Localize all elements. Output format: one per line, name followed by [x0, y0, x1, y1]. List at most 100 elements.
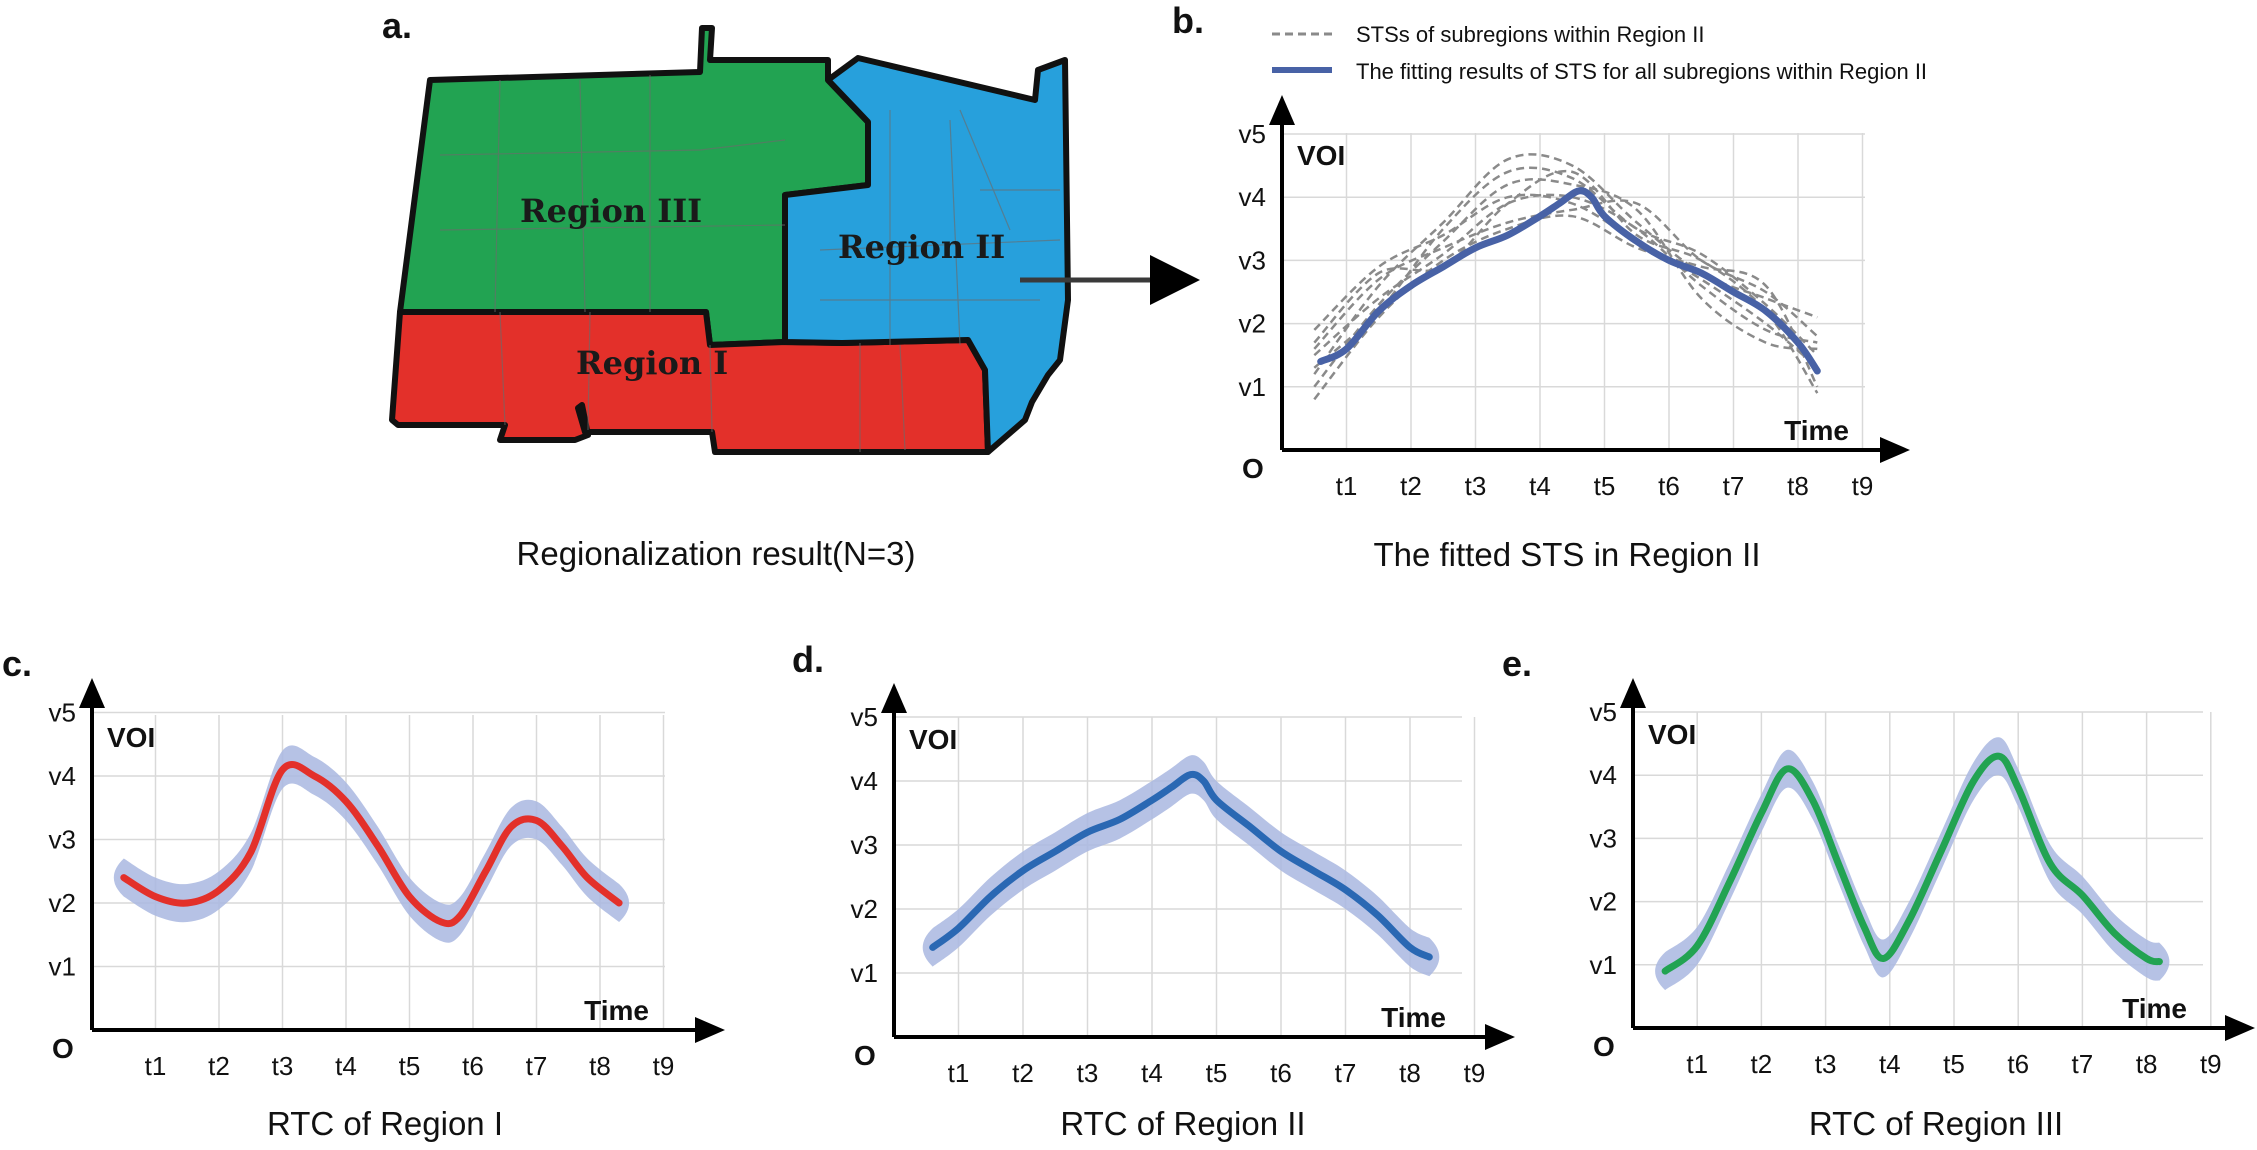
panel-e: e. t1 t2 t3 t4 t5 t6 t7 t8 t9v1v2v3v4v5OVOITime … — [1502, 643, 2255, 1142]
region-ii-label: Region II — [838, 228, 1005, 266]
panel-a-caption: Regionalization result(N=3) — [517, 535, 916, 572]
grid — [1633, 711, 2212, 1028]
subregion-sts-line — [1313, 193, 1819, 369]
y-axis-title: VOI — [107, 722, 155, 753]
legend: STSs of subregions within Region II The … — [1272, 22, 1927, 84]
x-axis-arrowhead — [1880, 437, 1910, 463]
y-axis-title: VOI — [909, 724, 957, 755]
x-tick-label: t2 — [1751, 1049, 1773, 1079]
x-tick-label: t3 — [1077, 1058, 1099, 1088]
panel-c-label: c. — [2, 643, 32, 684]
x-tick-label: t4 — [1879, 1049, 1901, 1079]
uncertainty-band — [1655, 737, 2170, 991]
x-tick-label: t9 — [1852, 471, 1874, 501]
plot-d: t1 t2 t3 t4 t5 t6 t7 t8 t9 v1 v2 v3 v4 v5 O VOI Time — [851, 683, 1515, 1088]
x-tick-label: t8 — [2136, 1049, 2158, 1079]
subregion-sts-line — [1313, 214, 1819, 401]
x-tick-label: t3 — [1465, 471, 1487, 501]
y-axis-arrowhead — [79, 678, 105, 708]
panel-d: d. t1 t2 t3 t4 t5 t6 t7 t8 t9v1v2v3v4v5OVOITime … — [792, 639, 1515, 1142]
y-tick-label: v5 — [1590, 697, 1617, 727]
subregion-sts-line — [1313, 178, 1818, 388]
panel-c-caption: RTC of Region I — [267, 1105, 503, 1142]
panel-d-label: d. — [792, 639, 824, 680]
plot-b: t1 t2 t3 t4 t5 t6 t7 t8 t9 v1 v2 v3 v4 v5 O VOI Time — [1239, 95, 1910, 501]
x-tick-label: t2 — [1012, 1058, 1034, 1088]
x-axis-title: Time — [2122, 993, 2187, 1024]
y-tick-label: v2 — [851, 894, 878, 924]
x-tick-label: t4 — [1141, 1058, 1163, 1088]
x-tick-label: t5 — [1943, 1049, 1965, 1079]
x-tick-label: t3 — [272, 1051, 294, 1081]
x-tick-label: t1 — [948, 1058, 970, 1088]
x-tick-label: t9 — [1464, 1058, 1486, 1088]
legend-dashed-text: STSs of subregions within Region II — [1356, 22, 1705, 47]
y-axis-title: VOI — [1297, 140, 1345, 171]
x-axis-title: Time — [1381, 1002, 1446, 1033]
uncertainty-band — [113, 745, 630, 943]
x-tick-label: t7 — [1723, 471, 1745, 501]
y-tick-label: v3 — [1239, 245, 1266, 275]
y-tick-label: v2 — [49, 888, 76, 918]
y-tick-label: v3 — [1590, 823, 1617, 853]
x-tick-label: t1 — [145, 1051, 167, 1081]
x-tick-label: t5 — [1206, 1058, 1228, 1088]
panel-b-label: b. — [1172, 0, 1204, 41]
origin-label: O — [854, 1040, 876, 1071]
x-tick-label: t5 — [1594, 471, 1616, 501]
x-tick-label: t6 — [1270, 1058, 1292, 1088]
grid — [894, 716, 1476, 1037]
region-i-label: Region I — [576, 344, 728, 382]
panel-d-caption: RTC of Region II — [1060, 1105, 1305, 1142]
y-tick-label: v5 — [1239, 119, 1266, 149]
x-axis-arrowhead — [2225, 1015, 2255, 1041]
panel-e-label: e. — [1502, 643, 1532, 684]
y-tick-label: v4 — [1239, 182, 1266, 212]
origin-label: O — [1593, 1031, 1615, 1062]
x-tick-label: t7 — [526, 1051, 548, 1081]
subregion-sts-line — [1313, 199, 1819, 350]
region-iii-label: Region III — [520, 192, 702, 230]
x-tick-label: t7 — [2072, 1049, 2094, 1079]
rtc-line — [120, 761, 623, 928]
grid — [1282, 133, 1865, 450]
origin-label: O — [52, 1033, 74, 1064]
x-tick-label: t8 — [1399, 1058, 1421, 1088]
x-tick-label: t5 — [399, 1051, 421, 1081]
panel-a: a. Region III Region II Region I Regiona… — [382, 5, 1200, 572]
y-tick-label: v3 — [49, 825, 76, 855]
plot-e: t1 t2 t3 t4 t5 t6 t7 t8 t9 v1 v2 v3 v4 v5 O VOI Time — [1590, 678, 2255, 1079]
x-tick-label: t8 — [589, 1051, 611, 1081]
subregion-sts-line — [1313, 169, 1819, 394]
y-tick-label: v1 — [851, 958, 878, 988]
y-tick-label: v4 — [49, 761, 76, 791]
y-axis-title: VOI — [1648, 719, 1696, 750]
x-tick-label: t2 — [208, 1051, 230, 1081]
x-tick-label: t6 — [462, 1051, 484, 1081]
subregion-sts-line — [1313, 153, 1818, 375]
y-tick-label: v2 — [1590, 887, 1617, 917]
x-tick-label: t9 — [653, 1051, 675, 1081]
y-tick-label: v4 — [851, 766, 878, 796]
y-tick-label: v1 — [1239, 372, 1266, 402]
x-tick-label: t1 — [1686, 1049, 1708, 1079]
x-tick-label: t4 — [1529, 471, 1551, 501]
y-tick-label: v5 — [851, 702, 878, 732]
x-tick-label: t6 — [2007, 1049, 2029, 1079]
uncertainty-band — [922, 755, 1440, 977]
plot-c: t1 t2 t3 t4 t5 t6 t7 t8 t9 v1 v2 v3 v4 v5 O VOI Time — [49, 678, 725, 1081]
rtc-line — [929, 770, 1433, 961]
legend-solid-text: The fitting results of STS for all subre… — [1356, 59, 1927, 84]
x-tick-label: t8 — [1787, 471, 1809, 501]
x-tick-label: t6 — [1658, 471, 1680, 501]
x-tick-label: t1 — [1336, 471, 1358, 501]
x-axis-arrowhead — [695, 1017, 725, 1043]
region-ii-area — [782, 55, 1071, 455]
y-tick-label: v5 — [49, 698, 76, 728]
y-tick-label: v3 — [851, 830, 878, 860]
y-tick-label: v1 — [49, 952, 76, 982]
panel-c: c. t1 t2 t3 t4 t5 t6 t7 t8 t9v1v2v3v4v5OVOITime … — [2, 643, 725, 1142]
x-axis-title: Time — [1784, 415, 1849, 446]
y-axis-arrowhead — [881, 683, 907, 713]
